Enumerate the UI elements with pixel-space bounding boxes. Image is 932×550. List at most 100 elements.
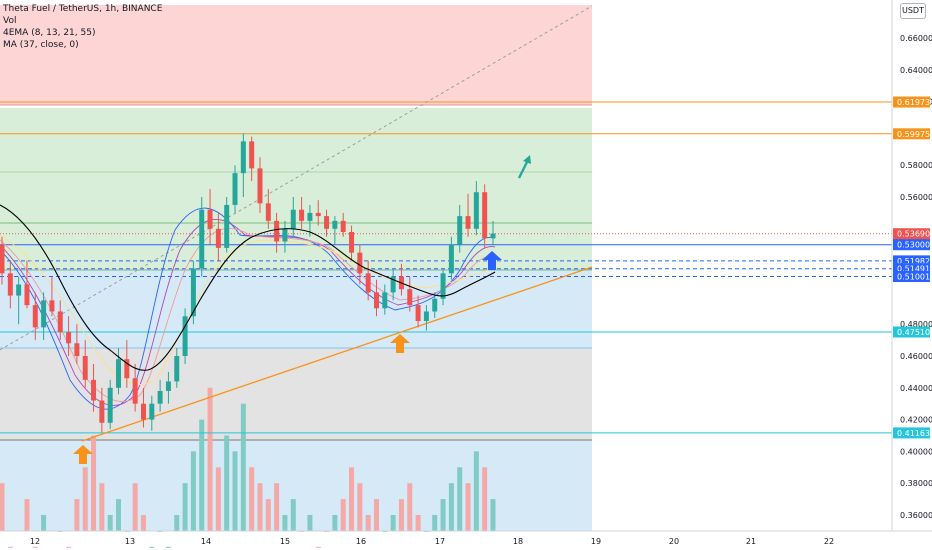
candle-body-36 — [299, 209, 305, 221]
price-axis[interactable]: 0.660000.640000.620000.580000.560000.480… — [891, 0, 932, 531]
y-tick-label-1: 0.64000 — [900, 66, 932, 75]
volume-bar-38 — [315, 546, 321, 548]
up-arrow-icon — [482, 251, 502, 270]
volume-bar-11 — [91, 435, 97, 531]
price-badge-4 — [893, 239, 930, 251]
volume-bar-58 — [482, 467, 488, 531]
candle-body-0 — [0, 244, 5, 274]
currency-button[interactable]: USDT — [900, 3, 926, 19]
candle-body-56 — [465, 216, 471, 229]
volume-bar-24 — [199, 419, 205, 531]
volume-bar-17 — [140, 515, 146, 531]
volume-bar-31 — [257, 483, 263, 531]
red-zone — [0, 5, 592, 105]
candle-body-54 — [448, 244, 454, 274]
price-badge-label-9: 0.41163 — [897, 429, 930, 438]
volume-bar-16 — [132, 483, 138, 531]
candle-body-5 — [41, 300, 47, 328]
chart-legend: Theta Fuel / TetherUS, 1h, BINANCE Vol 4… — [3, 3, 162, 51]
price-level-lines — [0, 101, 892, 434]
candle-body-19 — [157, 390, 163, 404]
volume-bar-41 — [340, 499, 346, 531]
candle-body-49 — [407, 289, 413, 306]
volume-bar-23 — [190, 451, 196, 531]
volume-bar-13 — [107, 515, 113, 531]
x-tick-label-2: 14 — [201, 537, 211, 546]
volume-bar-37 — [307, 515, 313, 531]
volume-bar-10 — [82, 467, 88, 531]
time-axis[interactable]: 12 13 14 15 16 17 18 19 20 21 22 — [0, 530, 932, 546]
candle-body-14 — [116, 359, 122, 388]
price-badge-7 — [893, 270, 930, 282]
ema-indicator-label[interactable]: 4EMA (8, 13, 21, 55) — [3, 28, 96, 38]
y-tick-label-7: 0.44000 — [900, 384, 932, 393]
candle-body-34 — [282, 228, 288, 242]
volume-bar-30 — [249, 467, 255, 531]
candle-body-43 — [357, 252, 363, 274]
candle-body-47 — [390, 276, 396, 293]
volume-bar-9 — [74, 499, 80, 531]
candle-body-22 — [182, 316, 188, 356]
price-badge-label-4: 0.53000 — [897, 241, 930, 250]
candle-body-26 — [215, 228, 221, 248]
x-tick-label-1: 13 — [125, 537, 135, 546]
y-tick-label-3: 0.58000 — [900, 161, 932, 170]
x-tick-label-8: 20 — [669, 537, 679, 546]
volume-indicator-label[interactable]: Vol — [3, 16, 17, 26]
candle-body-7 — [57, 311, 63, 333]
candle-body-2 — [16, 284, 22, 296]
orange-trendline[interactable] — [81, 266, 593, 442]
y-tick-label-0: 0.66000 — [900, 34, 932, 43]
ma-indicator-label[interactable]: MA (37, close, 0) — [3, 40, 79, 50]
ema-8-line — [0, 207, 496, 410]
price-badge-5 — [893, 255, 930, 267]
volume-bar-59 — [490, 499, 496, 531]
volume-bar-57 — [473, 451, 479, 531]
volume-bar-44 — [365, 515, 371, 531]
volume-bar-42 — [349, 467, 355, 531]
volume-bars — [0, 387, 496, 548]
candle-body-28 — [232, 173, 238, 205]
volume-bar-28 — [232, 451, 238, 531]
volume-bar-12 — [99, 483, 105, 531]
volume-bar-47 — [390, 515, 396, 531]
price-badge-label-6: 0.51491 — [897, 265, 930, 274]
price-badge-0 — [893, 96, 930, 108]
volume-bar-18 — [149, 546, 155, 548]
candle-body-8 — [66, 332, 72, 344]
candle-body-39 — [324, 216, 330, 229]
price-badge-label-5: 0.51982 — [897, 257, 930, 266]
symbol-title[interactable]: Theta Fuel / TetherUS, 1h, BINANCE — [3, 4, 163, 14]
candle-body-15 — [124, 359, 130, 379]
volume-bar-35 — [290, 499, 296, 531]
price-badge-8 — [893, 326, 930, 338]
candle-body-27 — [224, 204, 230, 248]
y-tick-label-6: 0.46000 — [900, 352, 932, 361]
volume-bar-0 — [0, 483, 5, 531]
up-arrow-icon — [390, 334, 410, 353]
price-badge-label-0: 0.61973 — [897, 98, 930, 107]
x-tick-label-6: 18 — [513, 537, 523, 546]
volume-bar-20 — [165, 546, 171, 548]
candle-body-25 — [207, 209, 213, 229]
candle-body-13 — [107, 387, 113, 423]
candle-body-50 — [415, 305, 421, 322]
candle-body-35 — [290, 209, 296, 229]
volume-bar-5 — [41, 515, 47, 531]
candle-body-32 — [265, 203, 271, 221]
candle-body-57 — [473, 192, 479, 229]
volume-bar-53 — [440, 499, 446, 531]
candle-body-23 — [190, 268, 196, 317]
volume-bar-4 — [32, 546, 38, 548]
volume-bar-45 — [373, 499, 379, 531]
volume-bar-55 — [457, 467, 463, 531]
candle-body-52 — [432, 298, 438, 312]
volume-bar-50 — [415, 515, 421, 531]
candle-body-46 — [382, 292, 388, 309]
volume-bar-29 — [240, 403, 246, 531]
y-tick-label-5: 0.48000 — [900, 320, 932, 329]
candle-body-17 — [140, 403, 146, 420]
candle-body-6 — [49, 300, 55, 312]
candle-body-1 — [7, 273, 13, 296]
